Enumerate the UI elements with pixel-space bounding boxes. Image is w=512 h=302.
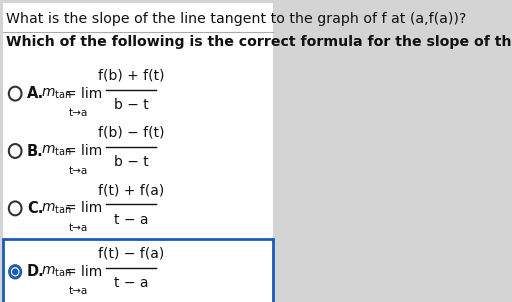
Text: t→a: t→a — [69, 223, 88, 233]
Text: t→a: t→a — [69, 165, 88, 176]
Text: A.: A. — [27, 86, 44, 101]
Circle shape — [12, 268, 19, 276]
Circle shape — [13, 269, 17, 275]
Text: C.: C. — [27, 201, 44, 216]
Text: $m_\mathrm{tan}$: $m_\mathrm{tan}$ — [41, 265, 72, 279]
Text: B.: B. — [27, 143, 44, 159]
Text: t→a: t→a — [69, 108, 88, 118]
Text: = lim: = lim — [65, 144, 102, 158]
Text: What is the slope of the line tangent to the graph of f at (a,f(a))?: What is the slope of the line tangent to… — [6, 12, 466, 26]
FancyBboxPatch shape — [3, 3, 273, 299]
Circle shape — [9, 265, 22, 279]
Text: f(t) − f(a): f(t) − f(a) — [98, 247, 164, 261]
Text: f(t) + f(a): f(t) + f(a) — [98, 183, 164, 197]
FancyBboxPatch shape — [3, 239, 273, 302]
Text: Which of the following is the correct formula for the slope of the tangent line?: Which of the following is the correct fo… — [6, 35, 512, 49]
Text: t − a: t − a — [114, 276, 148, 290]
Text: D.: D. — [27, 264, 45, 279]
Text: $m_\mathrm{tan}$: $m_\mathrm{tan}$ — [41, 86, 72, 101]
Text: $m_\mathrm{tan}$: $m_\mathrm{tan}$ — [41, 201, 72, 216]
Text: = lim: = lim — [65, 201, 102, 215]
Text: b − t: b − t — [114, 155, 148, 169]
Text: f(b) + f(t): f(b) + f(t) — [98, 69, 164, 82]
Text: t→a: t→a — [69, 286, 88, 297]
Text: = lim: = lim — [65, 87, 102, 101]
Text: b − t: b − t — [114, 98, 148, 112]
Text: = lim: = lim — [65, 265, 102, 279]
Text: t − a: t − a — [114, 213, 148, 226]
Text: $m_\mathrm{tan}$: $m_\mathrm{tan}$ — [41, 144, 72, 158]
Text: f(b) − f(t): f(b) − f(t) — [98, 126, 164, 140]
